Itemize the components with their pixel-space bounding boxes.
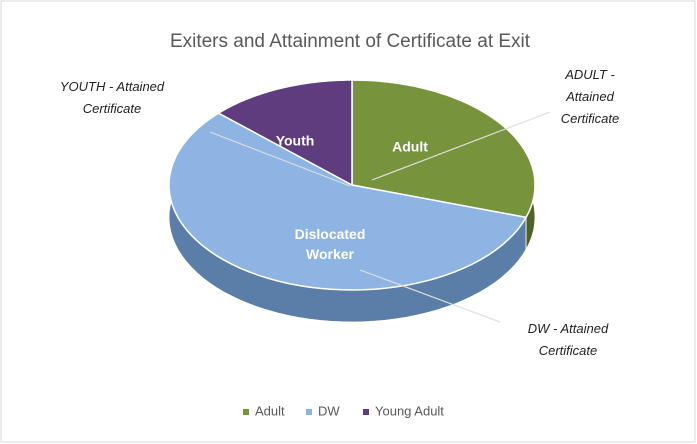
legend-label: Young Adult	[375, 403, 444, 418]
data-label: Adult	[392, 139, 428, 155]
annotation-line: ADULT -	[564, 67, 615, 82]
chart-title: Exiters and Attainment of Certificate at…	[170, 31, 531, 52]
legend-swatch	[243, 409, 249, 415]
data-label: Youth	[276, 133, 315, 149]
legend-label: Adult	[255, 403, 285, 418]
annotation: YOUTH - Attained Certificate	[60, 79, 165, 116]
annotation: ADULT - Attained Certificate	[561, 67, 620, 126]
annotation-line: Attained	[565, 89, 614, 104]
data-label: Dislocated Worker	[295, 226, 366, 262]
leader-line	[371, 111, 551, 181]
annotation-line: Certificate	[539, 343, 598, 358]
annotation: DW - Attained Certificate	[528, 321, 609, 358]
slice	[351, 79, 536, 219]
slice	[168, 112, 528, 291]
data-label-line: Worker	[306, 246, 355, 262]
legend-label: DW	[318, 403, 340, 418]
leader-line	[359, 269, 501, 323]
leader-line	[209, 131, 351, 187]
legend-swatch	[363, 409, 369, 415]
data-label-line: Dislocated	[295, 226, 366, 242]
annotation-line: Certificate	[83, 101, 142, 116]
annotation-line: Certificate	[561, 111, 620, 126]
annotation-line: DW - Attained	[528, 321, 609, 336]
annotation-line: YOUTH - Attained	[60, 79, 165, 94]
slice	[217, 79, 353, 187]
legend-swatch	[306, 409, 312, 415]
